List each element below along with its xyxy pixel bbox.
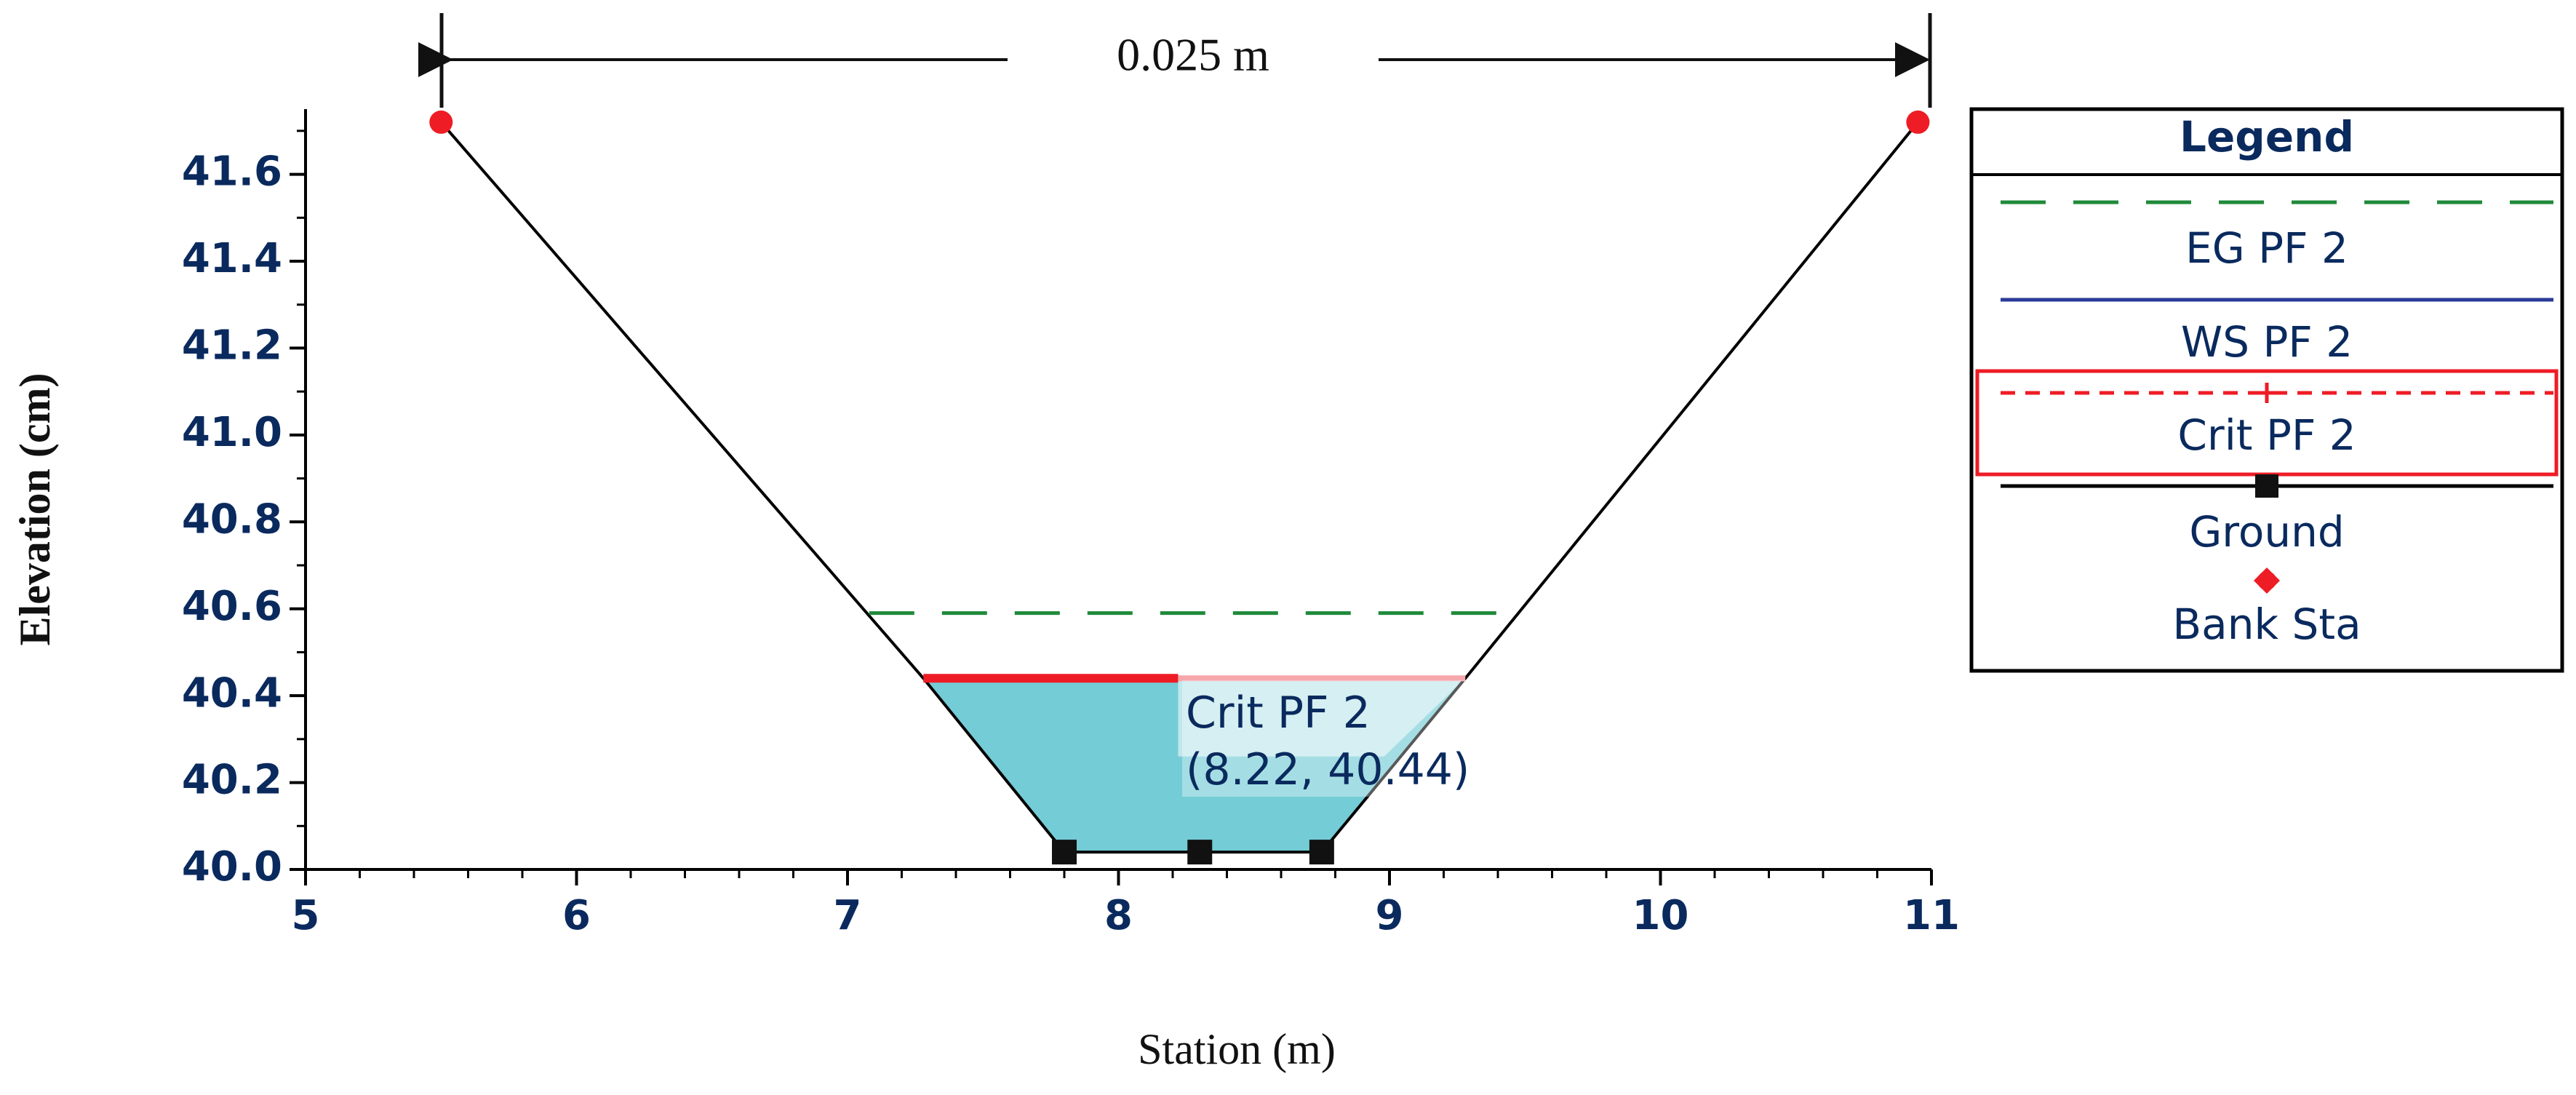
x-tick-label: 8 [1104, 892, 1133, 939]
x-tick-labels: 5 6 7 8 9 10 11 [292, 892, 1960, 939]
legend-crit-marker [2257, 383, 2277, 403]
legend-eg-label: EG PF 2 [2185, 223, 2348, 273]
y-axis-title: Elevation (cm) [11, 373, 59, 646]
y-tick-label: 41.2 [182, 322, 282, 370]
annotation-box [1182, 680, 1488, 797]
y-tick-label: 41.0 [182, 409, 282, 456]
legend-ground-label: Ground [2189, 507, 2344, 557]
ground-marker [1309, 840, 1334, 865]
annotation: Crit PF 2 (8.22, 40.44) [1182, 680, 1488, 797]
legend-bank-marker-dot [2257, 571, 2276, 590]
ground-marker [1187, 840, 1213, 865]
y-tick-labels: 40.0 40.2 40.4 40.6 40.8 41.0 41.2 41.4 41.6 [182, 148, 282, 891]
dimension-indicator: 0.025 m [418, 13, 1932, 108]
ground-markers [1052, 840, 1334, 865]
x-tick-label: 9 [1376, 892, 1404, 939]
bank-station-markers [429, 110, 1930, 134]
legend: Legend EG PF 2 WS PF 2 Crit PF 2 Ground … [1969, 107, 2564, 673]
x-tick-label: 6 [562, 892, 591, 939]
legend-crit-label: Crit PF 2 [2177, 410, 2356, 460]
plot-area [429, 110, 1930, 865]
ground-marker [1052, 840, 1077, 865]
legend-ws-label: WS PF 2 [2181, 317, 2353, 367]
y-ticks [290, 130, 306, 871]
y-tick-label: 40.6 [182, 583, 282, 630]
dimension-label: 0.025 m [1117, 29, 1269, 81]
y-tick-label: 41.6 [182, 148, 282, 196]
legend-title: Legend [2180, 112, 2354, 162]
x-axis-title: Station (m) [1138, 1025, 1336, 1073]
annotation-line2: (8.22, 40.44) [1186, 744, 1470, 795]
axes: 5 6 7 8 9 10 11 40.0 40.2 40.4 40.6 40.8 41.0 41.2 41… [182, 109, 1960, 939]
y-tick-label: 40.2 [182, 757, 282, 804]
y-tick-label: 40.8 [182, 495, 282, 543]
annotation-line1: Crit PF 2 [1186, 688, 1371, 738]
x-tick-label: 7 [834, 892, 862, 939]
x-ticks [304, 869, 1933, 885]
y-tick-label: 41.4 [182, 235, 282, 282]
y-tick-label: 40.0 [182, 843, 282, 891]
x-tick-label: 10 [1632, 892, 1689, 939]
water-fill-highlight [1178, 678, 1466, 757]
x-tick-label: 5 [292, 892, 320, 939]
legend-bank-label: Bank Sta [2172, 600, 2361, 649]
x-tick-label: 11 [1903, 892, 1960, 939]
bank-station-marker [429, 110, 453, 134]
legend-ground-marker [2255, 474, 2278, 498]
bank-station-marker [1906, 110, 1930, 134]
y-tick-label: 40.4 [182, 669, 282, 717]
